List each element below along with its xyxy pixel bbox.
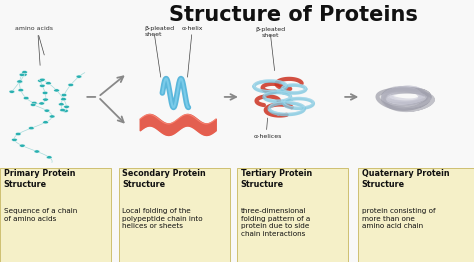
Circle shape	[61, 94, 67, 97]
Circle shape	[54, 89, 59, 92]
Text: Local folding of the
polypeptide chain into
helices or sheets: Local folding of the polypeptide chain i…	[122, 208, 203, 229]
Circle shape	[19, 73, 25, 76]
Text: Secondary Protein
Structure: Secondary Protein Structure	[122, 169, 206, 189]
Text: amino acids: amino acids	[15, 26, 53, 31]
Circle shape	[68, 83, 73, 86]
Circle shape	[17, 80, 23, 83]
Circle shape	[76, 75, 82, 78]
Circle shape	[22, 70, 27, 74]
Circle shape	[28, 127, 34, 130]
Text: α-helix: α-helix	[181, 26, 203, 31]
Circle shape	[30, 103, 36, 106]
Text: β-pleated
sheet: β-pleated sheet	[145, 26, 175, 37]
Circle shape	[60, 108, 65, 112]
Circle shape	[31, 101, 37, 105]
Circle shape	[39, 84, 45, 87]
Circle shape	[63, 109, 68, 112]
Circle shape	[58, 103, 64, 106]
Text: three-dimensional
folding pattern of a
protein due to side
chain interactions: three-dimensional folding pattern of a p…	[241, 208, 310, 237]
Circle shape	[37, 79, 43, 82]
Circle shape	[23, 97, 29, 100]
Circle shape	[21, 73, 27, 76]
FancyBboxPatch shape	[358, 168, 474, 262]
Circle shape	[39, 78, 45, 81]
Circle shape	[18, 89, 24, 92]
Text: Tertiary Protein
Structure: Tertiary Protein Structure	[241, 169, 312, 189]
Circle shape	[17, 80, 22, 83]
Text: Primary Protein
Structure: Primary Protein Structure	[4, 169, 75, 189]
FancyBboxPatch shape	[118, 168, 230, 262]
Circle shape	[39, 102, 45, 105]
Circle shape	[44, 109, 50, 112]
Text: protein consisting of
more than one
amino acid chain: protein consisting of more than one amin…	[362, 208, 435, 229]
Circle shape	[46, 156, 52, 159]
Circle shape	[19, 144, 25, 147]
Circle shape	[9, 90, 15, 93]
Circle shape	[42, 91, 48, 95]
Circle shape	[11, 138, 17, 141]
FancyBboxPatch shape	[237, 168, 348, 262]
Text: β-pleated
sheet: β-pleated sheet	[255, 27, 285, 37]
Circle shape	[43, 121, 48, 124]
Text: α-helices: α-helices	[254, 134, 282, 139]
Circle shape	[43, 98, 48, 101]
FancyBboxPatch shape	[0, 168, 111, 262]
Circle shape	[15, 132, 21, 135]
Circle shape	[64, 105, 69, 108]
Circle shape	[61, 98, 66, 101]
Text: Quaternary Protein
Structure: Quaternary Protein Structure	[362, 169, 449, 189]
Circle shape	[34, 150, 40, 153]
Text: Structure of Proteins: Structure of Proteins	[169, 5, 419, 25]
Circle shape	[49, 115, 55, 118]
Circle shape	[46, 82, 51, 85]
Text: Sequence of a chain
of amino acids: Sequence of a chain of amino acids	[4, 208, 77, 222]
